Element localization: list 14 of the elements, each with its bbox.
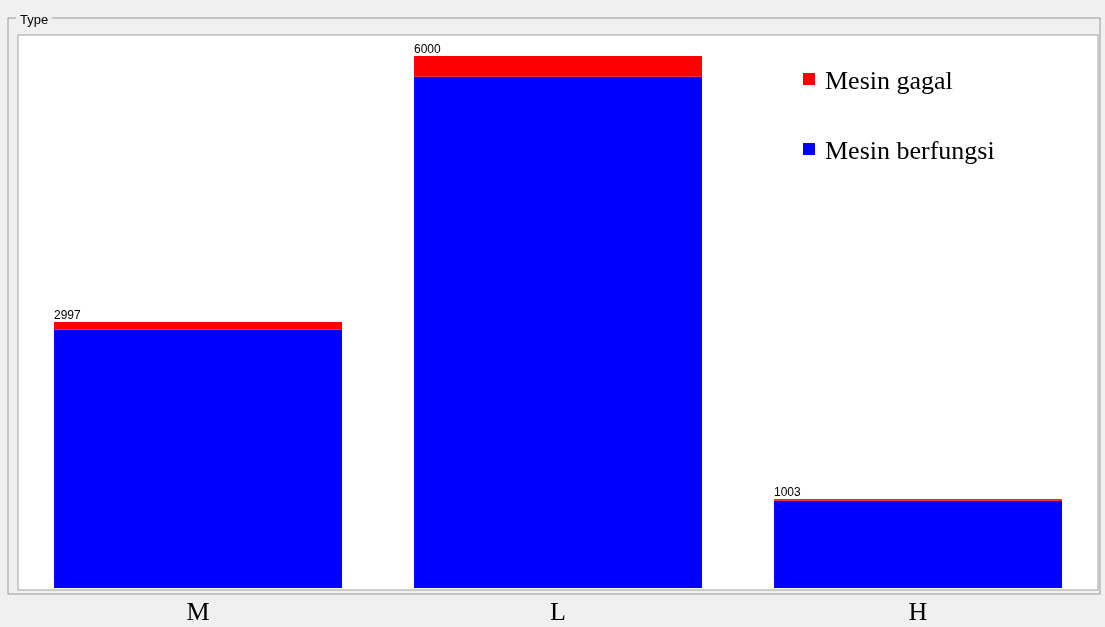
bar: [774, 500, 1062, 588]
chart-title: Type: [20, 12, 49, 27]
bar: [414, 76, 702, 588]
legend-label: Mesin berfungsi: [825, 136, 995, 165]
annotation: 1003: [774, 485, 802, 500]
x-tick-label: M: [186, 597, 210, 626]
legend-label: Mesin gagal: [825, 66, 953, 95]
x-tick-label: H: [908, 597, 928, 626]
bar: [54, 322, 342, 330]
bar: [414, 56, 702, 77]
bar: [54, 329, 342, 588]
text: 6000: [414, 42, 442, 56]
x-tick-label: L: [550, 597, 566, 626]
annotation: 2997: [54, 308, 82, 322]
